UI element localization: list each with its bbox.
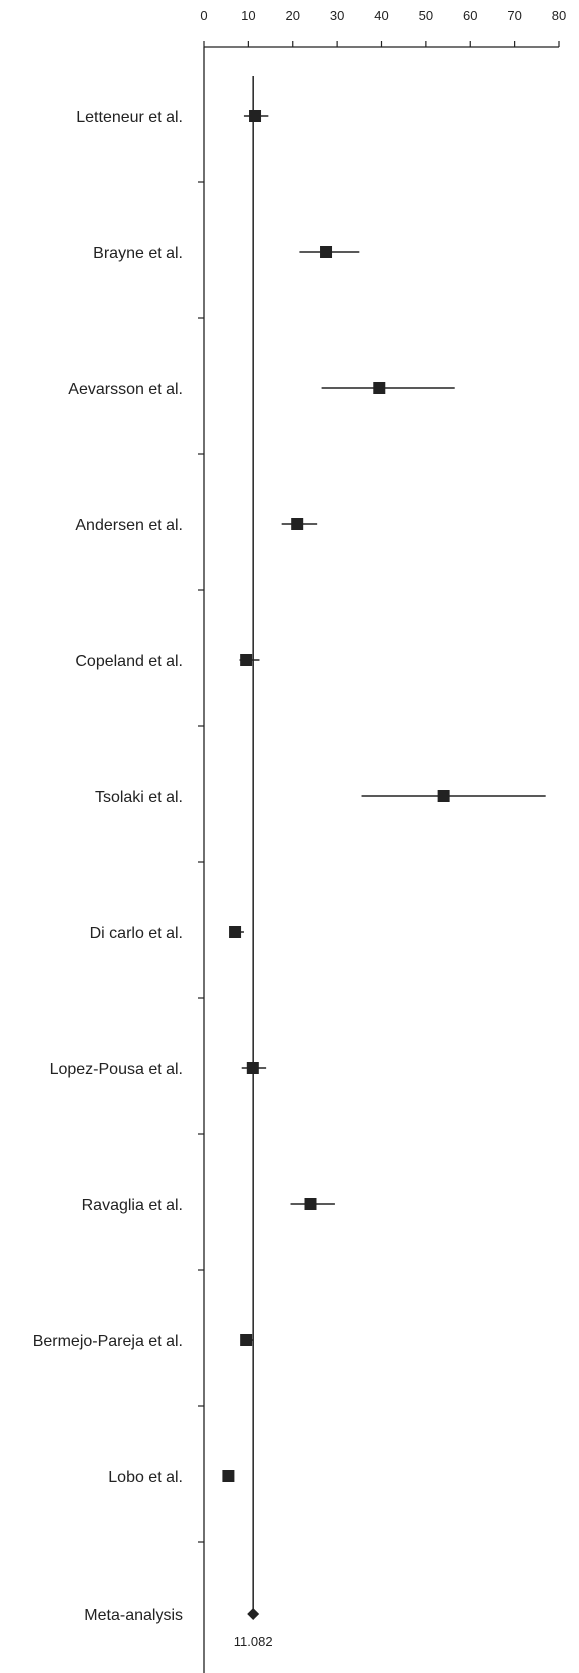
x-tick-label: 20: [286, 8, 300, 23]
study-label: Lopez-Pousa et al.: [50, 1061, 183, 1078]
point-estimate-marker: [437, 790, 450, 802]
study-label: Aevarsson et al.: [68, 381, 183, 398]
study-label: Ravaglia et al.: [82, 1197, 183, 1214]
x-tick-label: 80: [552, 8, 566, 23]
point-estimate-marker: [240, 654, 253, 666]
x-tick-label: 30: [330, 8, 344, 23]
study-label: Tsolaki et al.: [95, 789, 183, 806]
pooled-value-label: 11.082: [234, 1634, 273, 1649]
study-label: Brayne et al.: [93, 245, 183, 262]
x-tick-label: 0: [200, 8, 207, 23]
study-label: Di carlo et al.: [90, 925, 183, 942]
point-estimate-marker: [246, 1062, 259, 1074]
study-label: Letteneur et al.: [76, 109, 183, 126]
study-label: Bermejo-Pareja et al.: [33, 1333, 183, 1350]
point-estimate-marker: [240, 1334, 253, 1346]
pooled-label: Meta-analysis: [84, 1607, 183, 1624]
x-tick-label: 10: [241, 8, 255, 23]
study-label: Lobo et al.: [108, 1469, 183, 1486]
pooled-diamond-marker: [247, 1608, 260, 1620]
point-estimate-marker: [222, 1470, 235, 1482]
study-label: Copeland et al.: [75, 653, 183, 670]
x-tick-label: 40: [374, 8, 388, 23]
point-estimate-marker: [320, 246, 333, 258]
point-estimate-marker: [291, 518, 304, 530]
study-label: Andersen et al.: [75, 517, 183, 534]
x-tick-label: 50: [419, 8, 433, 23]
point-estimate-marker: [373, 382, 386, 394]
x-tick-label: 70: [507, 8, 521, 23]
point-estimate-marker: [249, 110, 262, 122]
x-tick-label: 60: [463, 8, 477, 23]
point-estimate-marker: [229, 926, 242, 938]
point-estimate-marker: [304, 1198, 317, 1210]
